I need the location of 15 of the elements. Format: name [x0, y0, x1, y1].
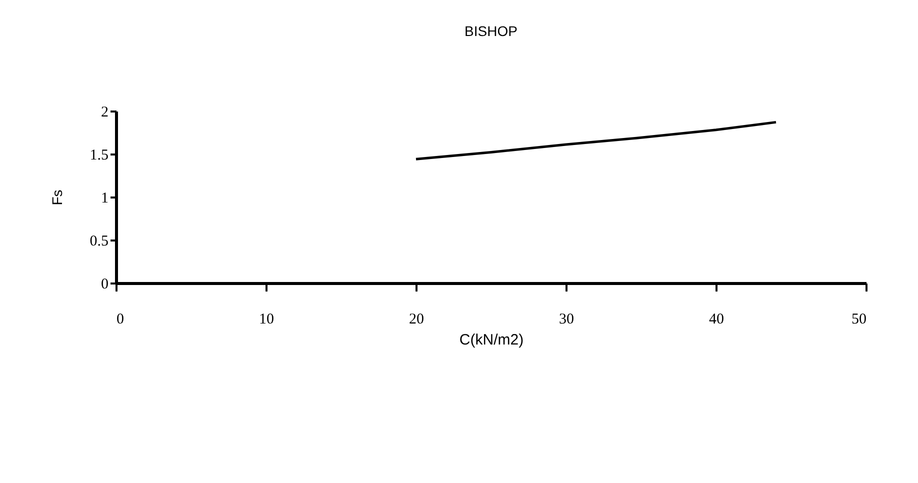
x-axis-title: C(kN/m2) — [459, 332, 524, 348]
y-axis-title: Fs — [48, 190, 65, 206]
chart-title: BISHOP — [464, 23, 518, 39]
x-tick-label: 0 — [116, 312, 124, 328]
x-tick-label: 20 — [409, 312, 424, 328]
y-tick-label: 1.5 — [90, 148, 108, 164]
line-series — [414, 120, 778, 160]
x-tick-label: 50 — [852, 312, 866, 328]
x-tick-label: 40 — [709, 312, 724, 328]
y-tick-label: 0 — [101, 276, 108, 292]
y-tick-label: 0.5 — [90, 234, 108, 250]
y-tick-label: 1 — [101, 190, 108, 206]
x-tick-label: 30 — [559, 312, 574, 328]
y-tick-label: 2 — [101, 104, 108, 120]
x-tick-label: 10 — [259, 312, 274, 328]
